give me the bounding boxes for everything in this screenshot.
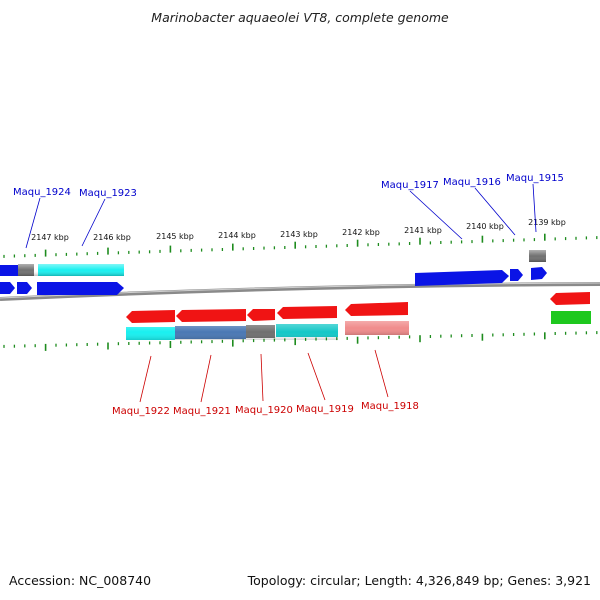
gene-red-1921[interactable] xyxy=(176,309,246,322)
gene-red-1919[interactable] xyxy=(277,306,337,319)
accession-text: Accession: NC_008740 xyxy=(9,573,152,588)
gene-red-right[interactable] xyxy=(550,292,590,305)
label-maqu-1917[interactable]: Maqu_1917 xyxy=(381,180,439,191)
gene-shade-b xyxy=(529,250,546,262)
genome-backbone xyxy=(0,282,600,301)
leader-line-1917 xyxy=(409,190,463,240)
label-maqu-1918[interactable]: Maqu_1918 xyxy=(361,401,419,412)
scale-label-2141: 2141 kbp xyxy=(404,226,442,235)
leader-line-1923 xyxy=(81,198,106,247)
gene-blue-1917[interactable] xyxy=(415,270,509,286)
leader-line-1918 xyxy=(374,349,389,398)
top-scale-ticks xyxy=(3,233,598,258)
scale-labels: 2147 kbp 2146 kbp 2145 kbp 2144 kbp 2143… xyxy=(31,218,566,242)
leader-line-1915 xyxy=(532,183,537,233)
gene-blue-left-3[interactable] xyxy=(17,282,32,294)
scale-label-2142: 2142 kbp xyxy=(342,228,380,237)
gene-green-right[interactable] xyxy=(551,311,591,324)
label-maqu-1916[interactable]: Maqu_1916 xyxy=(443,177,501,188)
gene-blue-left-2[interactable] xyxy=(0,282,15,294)
gene-blue-left-1[interactable] xyxy=(0,265,18,276)
gene-shade-a xyxy=(18,264,124,276)
leader-line-1922 xyxy=(139,355,152,403)
scale-label-2146: 2146 kbp xyxy=(93,233,131,242)
scale-label-2143: 2143 kbp xyxy=(280,230,318,239)
gene-red-1922[interactable] xyxy=(126,310,175,323)
map-title: Marinobacter aquaeolei VT8, complete gen… xyxy=(151,10,449,25)
gene-red-1920[interactable] xyxy=(247,309,275,321)
bottom-gene-labels: Maqu_1922 Maqu_1921 Maqu_1920 Maqu_1919 … xyxy=(112,349,419,417)
leader-line-1920 xyxy=(260,353,264,402)
scale-label-2140: 2140 kbp xyxy=(466,222,504,231)
scale-label-2139: 2139 kbp xyxy=(528,218,566,227)
label-maqu-1924[interactable]: Maqu_1924 xyxy=(13,187,71,198)
top-gene-labels: Maqu_1924 Maqu_1923 Maqu_1917 Maqu_1916 … xyxy=(13,173,564,249)
leader-line-1916 xyxy=(474,187,516,236)
gene-blue-1916[interactable] xyxy=(510,269,523,281)
leader-line-1919 xyxy=(307,352,326,401)
label-maqu-1921[interactable]: Maqu_1921 xyxy=(173,406,231,417)
gene-blue-1915[interactable] xyxy=(531,267,547,280)
topology-text: Topology: circular; Length: 4,326,849 bp… xyxy=(247,573,591,588)
label-maqu-1915[interactable]: Maqu_1915 xyxy=(506,173,564,184)
lower-strand-genes xyxy=(126,292,591,340)
gene-blue-1923-arrow[interactable] xyxy=(37,282,124,295)
scale-label-2147: 2147 kbp xyxy=(31,233,69,242)
gene-red-1918[interactable] xyxy=(345,302,408,316)
label-maqu-1920[interactable]: Maqu_1920 xyxy=(235,405,293,416)
scale-label-2144: 2144 kbp xyxy=(218,231,256,240)
leader-line-1921 xyxy=(200,354,212,403)
scale-label-2145: 2145 kbp xyxy=(156,232,194,241)
gene-shade-c xyxy=(126,324,338,340)
leader-line-1924 xyxy=(25,197,41,249)
upper-strand-genes xyxy=(0,250,547,295)
gene-shade-d xyxy=(345,321,409,335)
label-maqu-1922[interactable]: Maqu_1922 xyxy=(112,406,170,417)
label-maqu-1919[interactable]: Maqu_1919 xyxy=(296,404,354,415)
label-maqu-1923[interactable]: Maqu_1923 xyxy=(79,188,137,199)
